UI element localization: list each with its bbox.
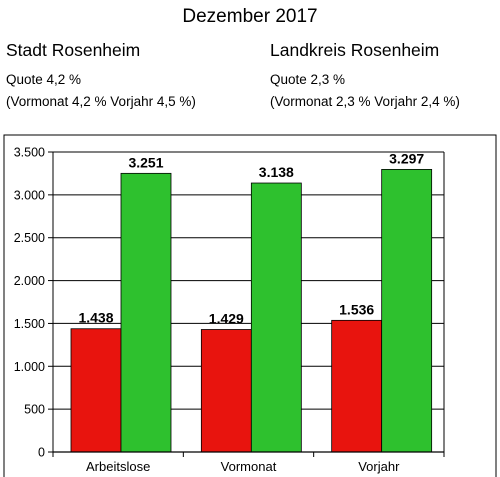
bar <box>120 172 172 453</box>
right-region-name: Landkreis Rosenheim <box>270 40 440 60</box>
y-tick-label: 0 <box>38 446 45 460</box>
bar <box>381 168 433 453</box>
left-quote-detail: (Vormonat 4,2 % Vorjahr 4,5 %) <box>6 94 196 109</box>
y-tick-label: 2.500 <box>14 231 45 245</box>
y-tick-label: 3.500 <box>14 146 45 160</box>
data-label: 1.438 <box>78 310 113 326</box>
chart-frame <box>3 134 497 477</box>
x-category-label: Vorjahr <box>358 459 400 474</box>
y-tick-label: 500 <box>24 403 45 417</box>
data-label: 3.251 <box>128 154 163 170</box>
y-tick-label: 1.000 <box>14 360 45 374</box>
bar <box>200 329 252 453</box>
chart-title: Dezember 2017 <box>182 6 318 27</box>
right-quote: Quote 2,3 % <box>270 72 346 87</box>
bar <box>70 328 122 453</box>
bar <box>250 182 302 453</box>
left-quote: Quote 4,2 % <box>6 72 82 87</box>
left-region-name: Stadt Rosenheim <box>6 40 141 60</box>
y-tick-label: 3.000 <box>14 188 45 202</box>
x-category-label: Vormonat <box>221 459 277 474</box>
data-label: 1.429 <box>209 311 244 327</box>
data-label: 3.297 <box>389 150 424 166</box>
bar <box>331 319 383 453</box>
data-label: 1.536 <box>339 301 374 317</box>
right-quote-detail: (Vormonat 2,3 % Vorjahr 2,4 %) <box>270 94 460 109</box>
data-label: 3.138 <box>259 164 294 180</box>
x-category-label: Arbeitslose <box>86 459 150 474</box>
y-tick-label: 2.000 <box>14 274 45 288</box>
y-tick-label: 1.500 <box>14 317 45 331</box>
